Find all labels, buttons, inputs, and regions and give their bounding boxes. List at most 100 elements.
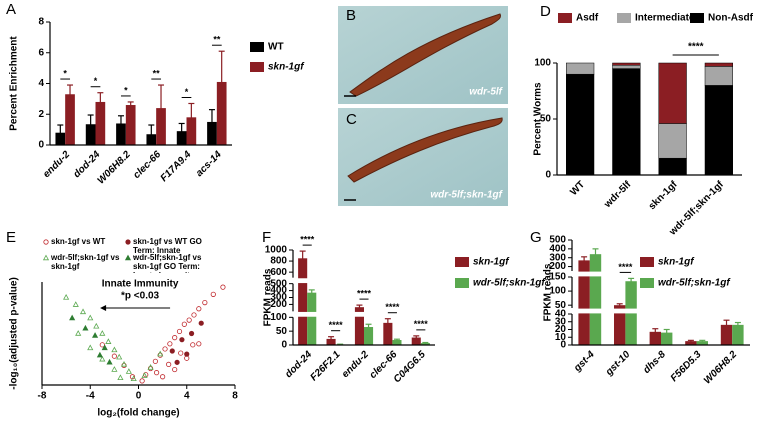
legend-label: skn-1gf	[473, 257, 510, 268]
bar	[589, 254, 602, 345]
x-tick-label: gst-10	[603, 349, 633, 379]
point	[179, 337, 185, 343]
y-axis-label: FPKM reads	[543, 263, 554, 321]
bar	[125, 105, 136, 145]
point	[101, 344, 108, 351]
point	[87, 344, 94, 351]
panel-letter: E	[6, 229, 16, 246]
point	[111, 346, 118, 353]
legend-label-box: wdr-5lf;skn-1gf vs skn-1gf	[51, 253, 119, 271]
y-tick-label: 500	[549, 235, 566, 246]
significance-label: ****	[414, 319, 429, 329]
y-tick-label: 150	[549, 272, 566, 283]
y-tick-label: 1000	[265, 245, 288, 256]
x-tick-label: 8	[232, 391, 238, 402]
x-tick-label: -4	[86, 391, 95, 402]
bar	[116, 123, 126, 145]
y-tick-label: 20	[555, 324, 567, 335]
bar	[95, 101, 106, 145]
x-tick-label: -8	[38, 391, 47, 402]
y-axis-label: -log₁₀(adjusted p-value)	[9, 277, 20, 390]
y-tick-label: 4	[38, 78, 44, 89]
bar	[614, 305, 626, 345]
image-c: C wdr-5lf;skn-1gf	[338, 108, 508, 206]
point	[87, 314, 94, 321]
x-tick-label: W06H8.2	[702, 349, 740, 387]
significance-label: ****	[300, 234, 315, 244]
y-axis-label: FPKM reads	[263, 268, 274, 326]
y-tick-label: 100	[534, 58, 551, 69]
y-tick-label: 0	[560, 340, 566, 351]
legend-marker	[124, 254, 132, 261]
x-tick-label: WT	[568, 179, 587, 198]
bar	[383, 322, 393, 345]
bar	[307, 292, 317, 345]
y-tick-label: 50	[540, 114, 552, 125]
point	[162, 346, 168, 352]
y-tick-label: 10	[555, 332, 567, 343]
point	[172, 366, 178, 373]
image-caption: wdr-5lf	[469, 87, 503, 98]
legend-swatch	[455, 257, 469, 267]
legend-label: Non-Asdf	[708, 13, 754, 24]
bar	[685, 341, 697, 345]
point	[141, 372, 148, 378]
bar-segment	[612, 62, 641, 66]
legend-marker	[43, 239, 49, 245]
legend-label: wdr-5lf;skn-1gf vs skn-1gf GO Term: Inna…	[133, 253, 202, 273]
legend-swatch	[617, 13, 631, 23]
point	[106, 358, 113, 365]
bar-segment	[612, 64, 641, 69]
image-b: B wdr-5lf	[338, 6, 508, 104]
bar-segment	[566, 73, 595, 176]
x-tick-label: 0	[136, 391, 142, 402]
significance-label: ****	[357, 288, 372, 298]
axis-break	[573, 271, 751, 277]
legend-label: skn-1gf vs WT	[51, 237, 106, 246]
significance-label: *	[185, 87, 189, 97]
legend-label: Asdf	[576, 13, 599, 24]
point	[188, 330, 195, 337]
point	[72, 301, 79, 307]
y-tick-label: 400	[270, 285, 287, 296]
legend-marker	[42, 254, 50, 261]
bar-segment	[704, 66, 733, 86]
y-tick-label: 50	[276, 326, 288, 337]
y-tick-label: 0	[281, 340, 287, 351]
y-tick-label: 40	[555, 309, 567, 320]
bar-segment	[704, 85, 733, 176]
legend-label: skn-1gf vs WT GO Term: Innate Immunity	[133, 237, 202, 257]
panel-letter: G	[530, 229, 542, 246]
bar-segment	[658, 123, 687, 159]
legend-swatch	[690, 13, 704, 23]
bar-segment	[658, 62, 687, 124]
significance-label: ****	[618, 262, 633, 272]
x-tick-label: dhs-8	[641, 349, 668, 376]
y-axis-label: Percent Worms	[533, 82, 544, 156]
bar	[420, 343, 430, 345]
bar	[732, 324, 744, 345]
x-tick-label: F26F2.1	[308, 349, 342, 383]
point	[99, 330, 106, 336]
axis-break	[294, 311, 436, 317]
bar	[411, 337, 421, 345]
bar	[326, 338, 336, 345]
point	[198, 320, 204, 326]
point	[120, 360, 128, 367]
y-tick-label: 300	[270, 292, 287, 303]
bar-segment	[658, 157, 687, 176]
x-tick-label: W06H8.2	[96, 149, 134, 187]
worm	[347, 117, 503, 183]
x-tick-label: gst-4	[571, 349, 597, 375]
x-tick-label: F56D5.3	[669, 349, 704, 384]
point	[63, 294, 70, 300]
y-tick-label: 6	[38, 47, 44, 58]
legend-label-box: skn-1gf vs WT GO Term: Innate Immunity	[133, 237, 202, 257]
point	[153, 370, 160, 376]
point	[184, 351, 190, 357]
annotation: Innate Immunity	[102, 279, 179, 290]
x-tick-label: wdr-5lf	[602, 179, 634, 211]
legend-label: wdr-5lf;skn-1gf	[658, 278, 731, 289]
point	[99, 355, 106, 362]
